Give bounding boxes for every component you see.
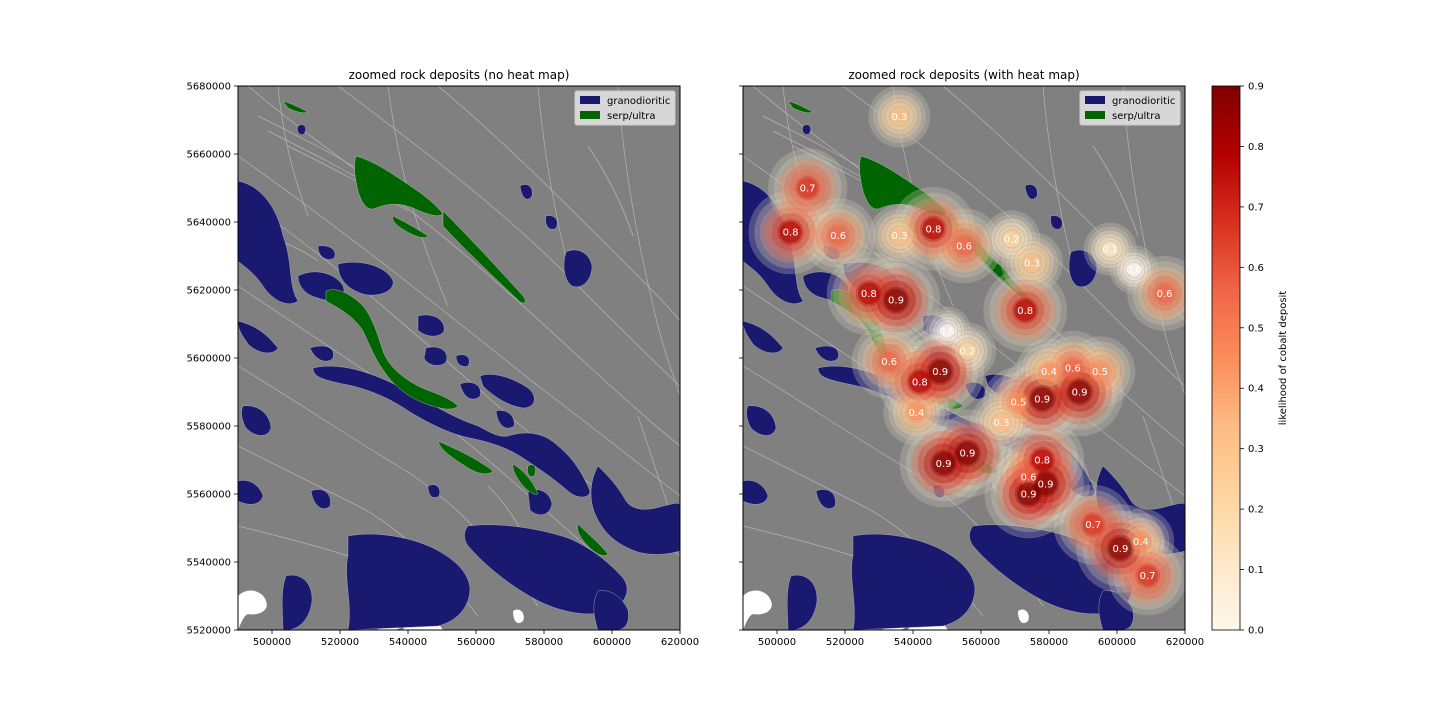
granodioritic-deposit	[297, 125, 305, 135]
x-tick-label: 540000	[389, 637, 427, 648]
x-tick-label: 540000	[894, 637, 932, 648]
y-axis: 5520000 5540000 5560000 5580000 5600000 56200…	[186, 82, 238, 637]
heat-value-label: 0.8	[1017, 306, 1033, 317]
map-panel-with-heat: zoomed rock deposits (with heat map) 0.7…	[739, 68, 1204, 648]
heat-value-label: 0.0	[939, 326, 955, 337]
legend-swatch-granodioritic	[1085, 96, 1105, 104]
legend-label-serp-ultra: serp/ultra	[607, 111, 655, 122]
legend-swatch-serp-ultra	[580, 111, 600, 119]
heat-value-label: 0.5	[1092, 367, 1108, 378]
heat-value-label: 0.3	[891, 112, 907, 123]
heat-value-label: 0.1	[1102, 245, 1118, 256]
heat-value-label: 0.9	[888, 296, 904, 307]
heat-value-label: 0.8	[861, 289, 877, 300]
colorbar-tick-label: 0.3	[1248, 444, 1264, 455]
heat-value-label: 0.3	[891, 231, 907, 242]
y-tick-label: 5540000	[186, 558, 231, 569]
serp-ultra-deposit	[527, 465, 535, 477]
heat-value-label: 0.2	[1004, 235, 1020, 246]
heat-value-label: 0.6	[830, 231, 846, 242]
y-tick-label: 5520000	[186, 626, 231, 637]
x-tick-label: 560000	[962, 637, 1000, 648]
heat-value-label: 0.4	[1041, 367, 1057, 378]
x-tick-label: 520000	[826, 637, 864, 648]
y-tick-label: 5560000	[186, 490, 231, 501]
colorbar-gradient	[1212, 86, 1240, 630]
colorbar-tick-label: 0.9	[1248, 82, 1264, 93]
heat-value-label: 0.4	[1133, 537, 1149, 548]
panel-title: zoomed rock deposits (with heat map)	[848, 68, 1079, 82]
heat-value-label: 0.6	[881, 357, 897, 368]
heat-value-label: 0.8	[912, 377, 928, 388]
colorbar-tick-label: 0.0	[1248, 626, 1264, 637]
heat-value-label: 0.9	[1021, 490, 1037, 501]
heat-value-label: 0.3	[1024, 258, 1040, 269]
colorbar-tick-label: 0.7	[1248, 202, 1264, 213]
legend: granodioritic serp/ultra	[575, 91, 675, 125]
heat-value-label: 0.5	[1010, 398, 1026, 409]
x-tick-label: 520000	[321, 637, 359, 648]
heat-value-label: 0.8	[1034, 456, 1050, 467]
x-tick-label: 620000	[1166, 637, 1204, 648]
colorbar: 0.0 0.1 0.2 0.3 0.4 0.5 0.6 0.7 0.8 0.9 likelihoo…	[1212, 82, 1289, 637]
heat-value-label: 0.7	[800, 184, 816, 195]
heat-value-label: 0.7	[1085, 520, 1101, 531]
map-area: 0.70.8 0.60.30.30.80.60.20.30.80.10.00.60…	[743, 86, 1202, 630]
y-tick-label: 5580000	[186, 422, 231, 433]
x-tick-label: 600000	[593, 637, 631, 648]
legend-swatch-granodioritic	[580, 96, 600, 104]
heat-value-label: 0.6	[1157, 289, 1173, 300]
colorbar-tick-label: 0.8	[1248, 142, 1264, 153]
x-tick-label: 500000	[253, 637, 291, 648]
heat-value-label: 0.9	[959, 449, 975, 460]
legend-label-granodioritic: granodioritic	[1112, 96, 1175, 107]
y-tick-label: 5600000	[186, 354, 231, 365]
legend-swatch-serp-ultra	[1085, 111, 1105, 119]
colorbar-tick-label: 0.1	[1248, 565, 1264, 576]
heat-value-label: 0.9	[1034, 394, 1050, 405]
heat-value-label: 0.6	[1065, 364, 1081, 375]
heat-value-label: 0.9	[936, 459, 952, 470]
heat-value-label: 0.6	[1021, 473, 1037, 484]
heat-value-label: 0.0	[1126, 265, 1142, 276]
x-axis: 500000 520000 540000 560000 580000 600000 6200…	[758, 630, 1204, 648]
colorbar-tick-label: 0.4	[1248, 384, 1264, 395]
y-tick-label: 5620000	[186, 286, 231, 297]
colorbar-tick-label: 0.2	[1248, 505, 1264, 516]
x-axis: 500000 520000 540000 560000 580000 600000 6200…	[253, 630, 699, 648]
heat-value-label: 0.6	[956, 241, 972, 252]
legend-label-serp-ultra: serp/ultra	[1112, 111, 1160, 122]
x-tick-label: 500000	[758, 637, 796, 648]
granodioritic-deposit	[802, 125, 810, 135]
y-tick-label: 5660000	[186, 150, 231, 161]
x-tick-label: 580000	[525, 637, 563, 648]
heat-value-label: 0.9	[1072, 388, 1088, 399]
colorbar-tick-label: 0.6	[1248, 263, 1264, 274]
x-tick-label: 560000	[457, 637, 495, 648]
heat-value-label: 0.8	[783, 228, 799, 239]
map-panel-no-heat: zoomed rock deposits (no heat map) 50000…	[186, 68, 699, 648]
panel-title: zoomed rock deposits (no heat map)	[349, 68, 570, 82]
x-tick-label: 600000	[1098, 637, 1136, 648]
legend: granodioritic serp/ultra	[1080, 91, 1180, 125]
heat-value-label: 0.4	[908, 408, 924, 419]
x-tick-label: 580000	[1030, 637, 1068, 648]
map-area	[238, 86, 680, 630]
y-axis	[739, 86, 743, 630]
heat-value-label: 0.9	[932, 367, 948, 378]
colorbar-tick-label: 0.5	[1248, 323, 1264, 334]
y-tick-label: 5680000	[186, 82, 231, 93]
heat-value-label: 0.2	[959, 347, 975, 358]
y-tick-label: 5640000	[186, 218, 231, 229]
heat-value-label: 0.9	[1038, 479, 1054, 490]
colorbar-ticks: 0.0 0.1 0.2 0.3 0.4 0.5 0.6 0.7 0.8 0.9	[1240, 82, 1264, 637]
heat-value-label: 0.9	[1112, 544, 1128, 555]
heat-value-label: 0.7	[1140, 571, 1156, 582]
legend-label-granodioritic: granodioritic	[607, 96, 670, 107]
x-tick-label: 620000	[661, 637, 699, 648]
heat-value-label: 0.3	[993, 418, 1009, 429]
heat-value-label: 0.8	[925, 224, 941, 235]
colorbar-label: likelihood of cobalt deposit	[1278, 291, 1289, 426]
